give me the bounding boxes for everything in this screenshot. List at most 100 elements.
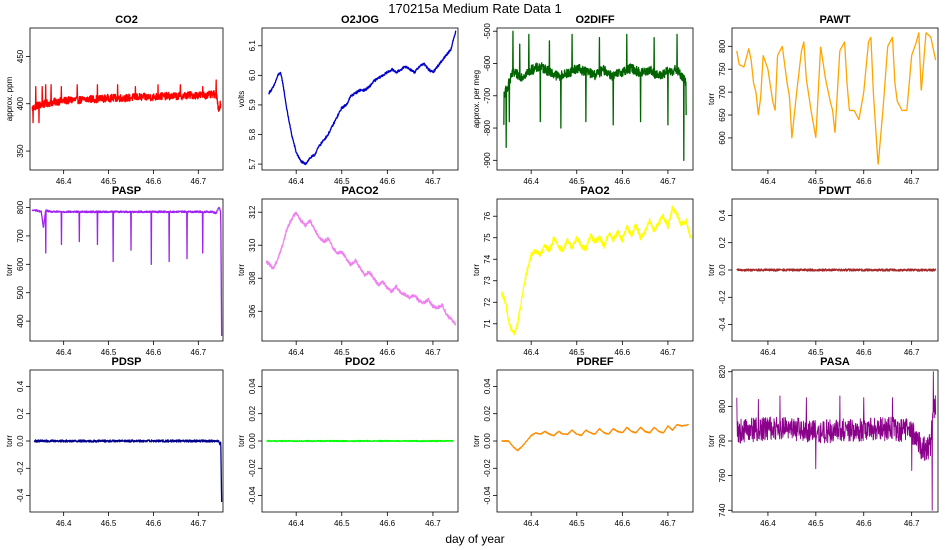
figure-xlabel: day of year xyxy=(445,532,504,546)
x-tick-label-pao2: 46.6 xyxy=(615,348,631,357)
x-tick-label-co2: 46.7 xyxy=(191,177,207,186)
x-tick-label-co2: 46.6 xyxy=(146,177,162,186)
y-tick-label-o2diff: -700 xyxy=(483,87,492,104)
x-tick-label-pawt: 46.7 xyxy=(904,177,920,186)
x-tick-label-pasp: 46.5 xyxy=(101,348,117,357)
y-tick-label-pao2: 73 xyxy=(483,276,492,285)
panel-title-o2jog: O2JOG xyxy=(341,14,379,26)
x-tick-label-pawt: 46.4 xyxy=(760,177,776,186)
series-line-o2jog xyxy=(268,30,457,166)
y-tick-label-pdwt: 0.4 xyxy=(718,209,727,221)
y-tick-label-pdo2: 0.00 xyxy=(248,433,257,449)
y-tick-label-pawt: 750 xyxy=(718,62,727,76)
y-tick-label-o2diff: -500 xyxy=(483,23,492,40)
x-tick-label-pdo2: 46.4 xyxy=(288,519,304,528)
y-tick-label-pdref: 0.04 xyxy=(483,378,492,394)
y-axis-label-pdref: torr xyxy=(472,435,481,447)
y-tick-label-pawt: 700 xyxy=(718,85,727,99)
y-tick-label-paco2: 308 xyxy=(248,271,257,285)
x-tick-label-co2: 46.4 xyxy=(56,177,72,186)
y-tick-label-pasa: 800 xyxy=(718,399,727,413)
y-tick-label-o2diff: -800 xyxy=(483,119,492,136)
y-tick-label-pdref: 0.02 xyxy=(483,405,492,421)
y-tick-label-pdsp: 0.2 xyxy=(16,408,25,420)
y-tick-label-pdsp: 0.4 xyxy=(16,380,25,392)
plot-frame-paco2 xyxy=(261,198,459,342)
y-axis-label-co2: approx. ppm xyxy=(5,76,14,121)
x-tick-label-pdo2: 46.5 xyxy=(334,519,350,528)
panel-title-o2diff: O2DIFF xyxy=(575,14,614,26)
y-tick-label-pawt: 600 xyxy=(718,131,727,145)
y-axis-label-o2jog: volts xyxy=(237,91,246,107)
y-tick-label-pdo2: -0.04 xyxy=(248,486,257,505)
y-tick-label-pasa: 820 xyxy=(718,365,727,379)
y-tick-label-o2jog: 6.0 xyxy=(248,69,257,81)
plot-frame-o2diff xyxy=(496,27,694,171)
y-tick-label-pdref: -0.04 xyxy=(483,486,492,505)
y-tick-label-pdsp: -0.4 xyxy=(16,488,25,502)
x-tick-label-pdwt: 46.4 xyxy=(760,348,776,357)
x-tick-label-pasp: 46.6 xyxy=(146,348,162,357)
panel-pawt: PAWT 46.4 46.5 46.6 46.7 600 650 700 750 800 torr xyxy=(707,14,939,186)
y-axis-label-o2diff: approx. per meg xyxy=(472,70,481,128)
y-tick-label-pdo2: 0.04 xyxy=(248,378,257,394)
panel-title-pdsp: PDSP xyxy=(112,356,142,368)
y-tick-label-pdo2: -0.02 xyxy=(248,459,257,478)
plot-frame-pawt xyxy=(731,27,939,171)
y-tick-label-pdsp: -0.2 xyxy=(16,461,25,475)
y-tick-label-pasp: 700 xyxy=(16,229,25,243)
x-tick-label-pdsp: 46.7 xyxy=(191,519,207,528)
series-line-pawt xyxy=(736,32,937,165)
panel-pasa: PASA 46.4 46.5 46.6 46.7 740 760 780 800 820 torr xyxy=(707,356,939,528)
y-axis-label-pawt: torr xyxy=(707,93,716,105)
x-tick-label-co2: 46.5 xyxy=(101,177,117,186)
panel-title-pawt: PAWT xyxy=(820,14,851,26)
y-tick-label-pdsp: 0.0 xyxy=(16,435,25,447)
y-tick-label-co2: 400 xyxy=(16,97,25,111)
y-axis-label-pao2: torr xyxy=(472,264,481,276)
x-tick-label-pdwt: 46.7 xyxy=(904,348,920,357)
series-line-pdo2 xyxy=(266,439,455,443)
x-tick-label-pasa: 46.6 xyxy=(856,519,872,528)
series-line-pao2 xyxy=(501,205,692,336)
plot-frame-pasp xyxy=(29,198,224,342)
series-line-paco2 xyxy=(265,211,457,326)
y-tick-label-co2: 350 xyxy=(16,144,25,158)
y-tick-label-o2jog: 5.9 xyxy=(248,99,257,111)
x-tick-label-paco2: 46.6 xyxy=(380,348,396,357)
y-tick-label-pao2: 72 xyxy=(483,297,492,306)
y-tick-label-pao2: 71 xyxy=(483,319,492,328)
x-tick-label-o2diff: 46.4 xyxy=(523,177,539,186)
x-tick-label-pao2: 46.4 xyxy=(523,348,539,357)
x-tick-label-pdsp: 46.5 xyxy=(101,519,117,528)
x-tick-label-paco2: 46.5 xyxy=(334,348,350,357)
x-tick-label-pdsp: 46.4 xyxy=(56,519,72,528)
y-axis-label-pasa: torr xyxy=(707,435,716,447)
y-tick-label-pao2: 74 xyxy=(483,254,492,263)
plot-frame-co2 xyxy=(29,27,224,171)
panel-pdwt: PDWT 46.4 46.5 46.6 46.7 -0.4 -0.2 0.0 0.2 0.4 tor… xyxy=(707,185,939,357)
y-tick-label-paco2: 306 xyxy=(248,304,257,318)
x-tick-label-pdwt: 46.6 xyxy=(856,348,872,357)
x-tick-label-pasa: 46.4 xyxy=(760,519,776,528)
y-tick-label-pasp: 600 xyxy=(16,257,25,271)
series-line-co2 xyxy=(31,79,222,124)
panel-co2: CO2 46.4 46.5 46.6 46.7 350 400 450 approx. ppm xyxy=(5,14,224,186)
panel-title-paco2: PACO2 xyxy=(341,185,378,197)
y-axis-label-pdsp: torr xyxy=(5,435,14,447)
x-tick-label-paco2: 46.4 xyxy=(288,348,304,357)
x-tick-label-pdo2: 46.6 xyxy=(380,519,396,528)
y-tick-label-pao2: 75 xyxy=(483,233,492,242)
y-tick-label-o2jog: 6.1 xyxy=(248,40,257,52)
y-tick-label-pao2: 76 xyxy=(483,211,492,220)
y-axis-label-paco2: torr xyxy=(237,264,246,276)
x-tick-label-pdref: 46.4 xyxy=(523,519,539,528)
y-tick-label-pasa: 740 xyxy=(718,503,727,517)
series-line-pdsp xyxy=(33,439,223,503)
x-tick-label-paco2: 46.7 xyxy=(425,348,441,357)
x-tick-label-pawt: 46.5 xyxy=(808,177,824,186)
y-tick-label-pasp: 500 xyxy=(16,286,25,300)
y-tick-label-pawt: 650 xyxy=(718,108,727,122)
y-tick-label-pasp: 800 xyxy=(16,200,25,214)
